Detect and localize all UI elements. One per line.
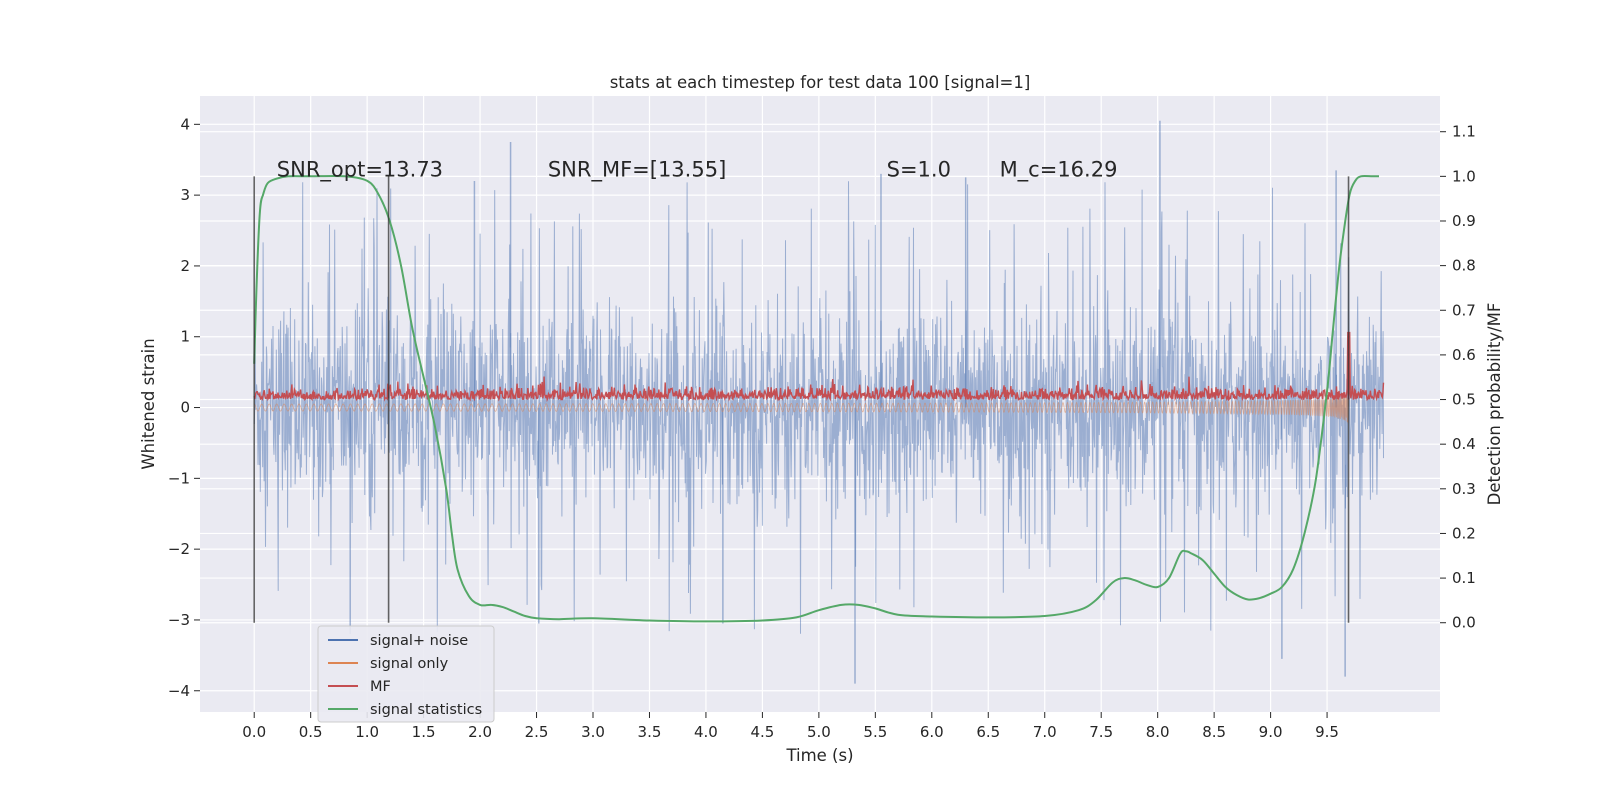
y-right-tick-label: 0.4 (1452, 435, 1476, 453)
y-left-tick-label: 4 (180, 115, 190, 133)
x-tick-label: 1.0 (355, 723, 379, 741)
x-tick-label: 8.0 (1146, 723, 1170, 741)
y-right-tick-label: 0.3 (1452, 480, 1476, 498)
x-tick-label: 2.5 (525, 723, 549, 741)
y-right-tick-label: 0.2 (1452, 524, 1476, 542)
y-right-tick-label: 1.0 (1452, 167, 1476, 185)
y-left-tick-label: 3 (180, 186, 190, 204)
legend-label-signal-noise: signal+ noise (370, 633, 468, 649)
signal-statistics-series (253, 174, 1379, 623)
y-right-tick-label: 0.8 (1452, 257, 1476, 275)
y-right-tick-label: 0.1 (1452, 569, 1476, 587)
annotation: M_c=16.29 (1000, 157, 1118, 182)
y-left-tick-label: −3 (168, 611, 190, 629)
x-tick-label: 4.5 (750, 723, 774, 741)
signal-statistics-line (253, 174, 1379, 623)
x-tick-label: 0.0 (242, 723, 266, 741)
y-left-tick-label: −2 (168, 540, 190, 558)
x-tick-label: 7.5 (1089, 723, 1113, 741)
x-tick-label: 6.0 (920, 723, 944, 741)
y-axis-label-left: Whitened strain (139, 338, 158, 469)
legend-box (317, 625, 495, 723)
y-left-tick-label: 2 (180, 257, 190, 275)
x-axis-label: Time (s) (785, 746, 853, 765)
x-tick-label: 1.5 (412, 723, 436, 741)
annotation: SNR_opt=13.73 (277, 157, 443, 182)
annotation: SNR_MF=[13.55] (548, 157, 726, 182)
annotation: S=1.0 (887, 157, 951, 181)
legend-label-mf: MF (370, 679, 391, 695)
legend-label-signal-only: signal only (370, 656, 449, 672)
x-tick-label: 5.5 (863, 723, 887, 741)
y-right-tick-label: 0.9 (1452, 212, 1476, 230)
y-left-tick-label: 0 (180, 399, 190, 417)
x-tick-label: 9.5 (1315, 723, 1339, 741)
mf-trace (253, 331, 1385, 403)
legend: signal+ noise signal only MF signal stat… (317, 625, 495, 723)
y-right-tick-label: 0.7 (1452, 301, 1476, 319)
x-tick-label: 4.0 (694, 723, 718, 741)
x-tick-label: 5.0 (807, 723, 831, 741)
y-right-tick-label: 1.1 (1452, 123, 1476, 141)
y-left-tick-label: −1 (168, 469, 190, 487)
chart-title: stats at each timestep for test data 100… (610, 73, 1031, 92)
y-left-tick-label: 1 (180, 328, 190, 346)
y-right-tick-label: 0.5 (1452, 391, 1476, 409)
x-tick-label: 0.5 (299, 723, 323, 741)
signal-only-trace (254, 394, 1349, 424)
x-tick-label: 7.0 (1033, 723, 1057, 741)
axis-ticks: 0.0 0.5 1.0 1.5 2.0 2.5 3.0 3.5 4.0 4.5 5.0 5.5 6.0 6… (168, 115, 1476, 741)
x-tick-label: 9.0 (1259, 723, 1283, 741)
x-tick-label: 3.0 (581, 723, 605, 741)
x-tick-label: 3.5 (638, 723, 662, 741)
y-left-tick-label: −4 (168, 682, 190, 700)
legend-label-signal-statistics: signal statistics (370, 702, 482, 718)
x-tick-label: 6.5 (976, 723, 1000, 741)
y-right-tick-label: 0.0 (1452, 614, 1476, 632)
x-tick-label: 8.5 (1202, 723, 1226, 741)
y-axis-label-right: Detection probability/MF (1485, 303, 1504, 506)
annotations: SNR_opt=13.73 SNR_MF=[13.55] S=1.0 M_c=16.2… (277, 157, 1118, 182)
x-tick-label: 2.0 (468, 723, 492, 741)
signal-only-series (254, 394, 1349, 424)
vertical-markers (253, 176, 1350, 623)
y-right-tick-label: 0.6 (1452, 346, 1476, 364)
